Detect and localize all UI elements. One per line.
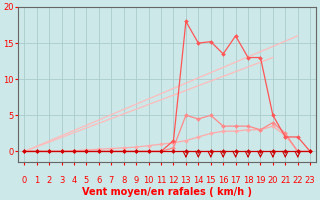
X-axis label: Vent moyen/en rafales ( km/h ): Vent moyen/en rafales ( km/h ) [82, 187, 252, 197]
